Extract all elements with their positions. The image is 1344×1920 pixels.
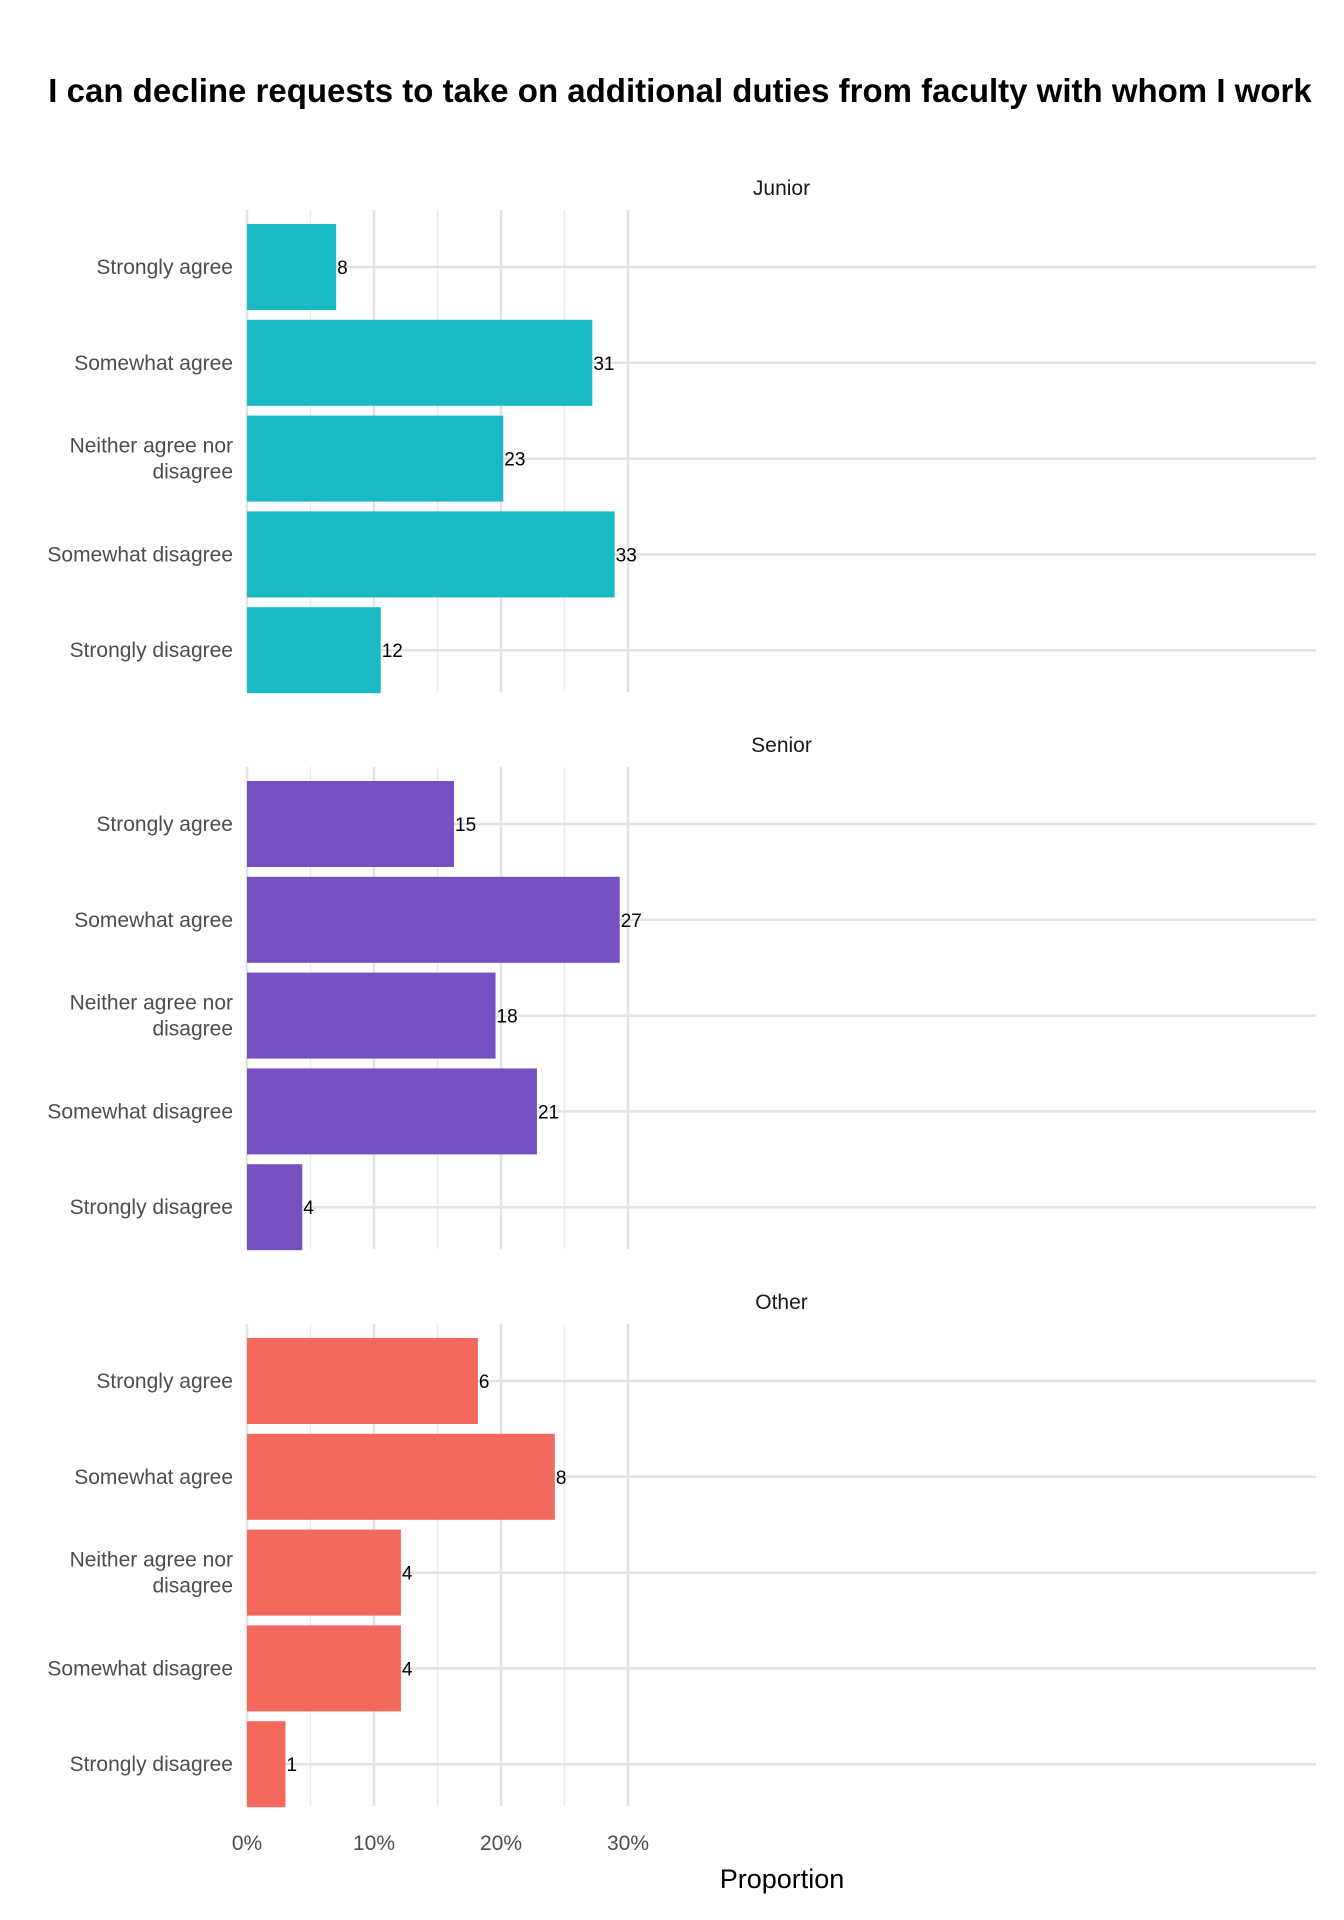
panel-strip-label: Senior	[751, 734, 812, 757]
x-tick-label: 30%	[607, 1832, 649, 1855]
panel-other: Other 6 Strongly agree 8 Somewhat agree 4 Neit…	[47, 1291, 1316, 1808]
bar-value-label: 21	[538, 1102, 559, 1123]
bar-value-label: 8	[556, 1468, 567, 1489]
bar-value-label: 31	[593, 354, 614, 375]
bar-value-label: 4	[402, 1659, 413, 1680]
category-label: Neither agree nor	[70, 435, 233, 458]
x-tick-label: 0%	[232, 1832, 262, 1855]
bar-value-label: 4	[402, 1564, 413, 1585]
panel-junior: Junior 8 Strongly agree 31 Somewhat agree 23 N…	[47, 177, 1316, 694]
x-tick-label: 10%	[353, 1832, 395, 1855]
bar	[247, 781, 455, 867]
category-label: Somewhat agree	[74, 352, 233, 375]
category-label: disagree	[152, 461, 233, 484]
bar-value-label: 18	[497, 1007, 518, 1028]
bar	[247, 1068, 537, 1155]
category-label: Neither agree nor	[70, 1549, 233, 1572]
bar	[247, 319, 593, 406]
category-label: Somewhat disagree	[47, 1100, 233, 1123]
bar-value-label: 15	[455, 815, 476, 836]
bar	[247, 1721, 286, 1808]
category-label: Strongly disagree	[70, 639, 233, 662]
chart-title: I can decline requests to take on additi…	[48, 72, 1312, 109]
bar	[247, 972, 496, 1059]
panel-strip-label: Other	[755, 1291, 808, 1314]
category-label: disagree	[152, 1575, 233, 1598]
category-label: Strongly disagree	[70, 1196, 233, 1219]
bar-value-label: 27	[621, 911, 642, 932]
category-label: Strongly agree	[96, 813, 233, 836]
x-tick-label: 20%	[480, 1832, 522, 1855]
bar-value-label: 1	[286, 1755, 297, 1776]
panel-strip-label: Junior	[753, 177, 810, 200]
bar	[247, 1529, 401, 1616]
panel-senior: Senior 15 Strongly agree 27 Somewhat agree 18…	[47, 734, 1316, 1251]
bar-value-label: 12	[382, 641, 403, 662]
bar	[247, 511, 615, 598]
category-label: Somewhat disagree	[47, 1657, 233, 1680]
bar	[247, 607, 381, 694]
category-label: Somewhat agree	[74, 1466, 233, 1489]
category-label: Somewhat agree	[74, 909, 233, 932]
bar	[247, 1164, 303, 1251]
bar	[247, 1625, 401, 1712]
bar-value-label: 8	[337, 258, 348, 279]
category-label: Strongly agree	[96, 1370, 233, 1393]
bar-value-label: 23	[504, 450, 525, 471]
category-label: Neither agree nor	[70, 992, 233, 1015]
category-label: Strongly disagree	[70, 1753, 233, 1776]
bar-value-label: 4	[303, 1198, 314, 1219]
bar	[247, 876, 620, 963]
category-label: Strongly agree	[96, 256, 233, 279]
category-label: disagree	[152, 1018, 233, 1041]
bar	[247, 415, 504, 502]
bar	[247, 224, 337, 310]
bar-value-label: 6	[479, 1372, 490, 1393]
category-label: Somewhat disagree	[47, 543, 233, 566]
bar	[247, 1338, 478, 1424]
bar	[247, 1433, 555, 1520]
bar-value-label: 33	[616, 545, 637, 566]
x-axis-title: Proportion	[720, 1864, 845, 1894]
